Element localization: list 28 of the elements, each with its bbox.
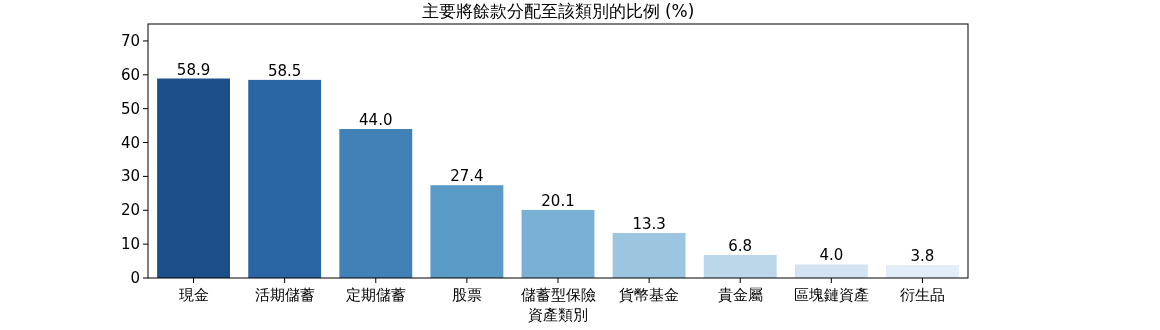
data-label: 27.4 [450, 167, 484, 186]
data-label: 13.3 [632, 214, 666, 233]
x-tick-label: 儲蓄型保險 [520, 286, 596, 304]
data-label: 58.9 [176, 60, 211, 79]
x-tick-label: 貴金屬 [717, 286, 763, 304]
y-tick-label: 20 [120, 201, 140, 220]
data-label: 20.1 [541, 191, 575, 210]
data-label: 44.0 [359, 110, 393, 129]
data-label: 4.0 [819, 246, 844, 265]
x-tick-label: 活期儲蓄 [254, 286, 315, 304]
x-axis-title: 資產類別 [528, 306, 588, 324]
chart-title: 主要將餘款分配至該類別的比例 (%) [421, 1, 695, 21]
y-tick-label: 70 [120, 31, 140, 50]
data-label: 3.8 [910, 247, 935, 266]
y-tick-label: 0 [130, 269, 140, 287]
x-tick-label: 衍生品 [899, 286, 945, 304]
y-tick-label: 60 [120, 65, 140, 84]
y-tick-label: 10 [120, 235, 140, 254]
x-tick-label: 股票 [451, 286, 482, 304]
y-tick-label: 40 [120, 133, 140, 152]
x-tick-label: 現金 [178, 286, 209, 304]
data-label: 58.5 [267, 61, 302, 80]
y-tick-label: 50 [120, 99, 140, 118]
x-tick-label: 定期儲蓄 [345, 286, 406, 304]
data-label: 6.8 [728, 236, 753, 255]
x-tick-label: 貨幣基金 [619, 286, 680, 304]
x-tick-label: 區塊鏈資產 [793, 286, 869, 304]
y-tick-label: 30 [120, 167, 140, 186]
